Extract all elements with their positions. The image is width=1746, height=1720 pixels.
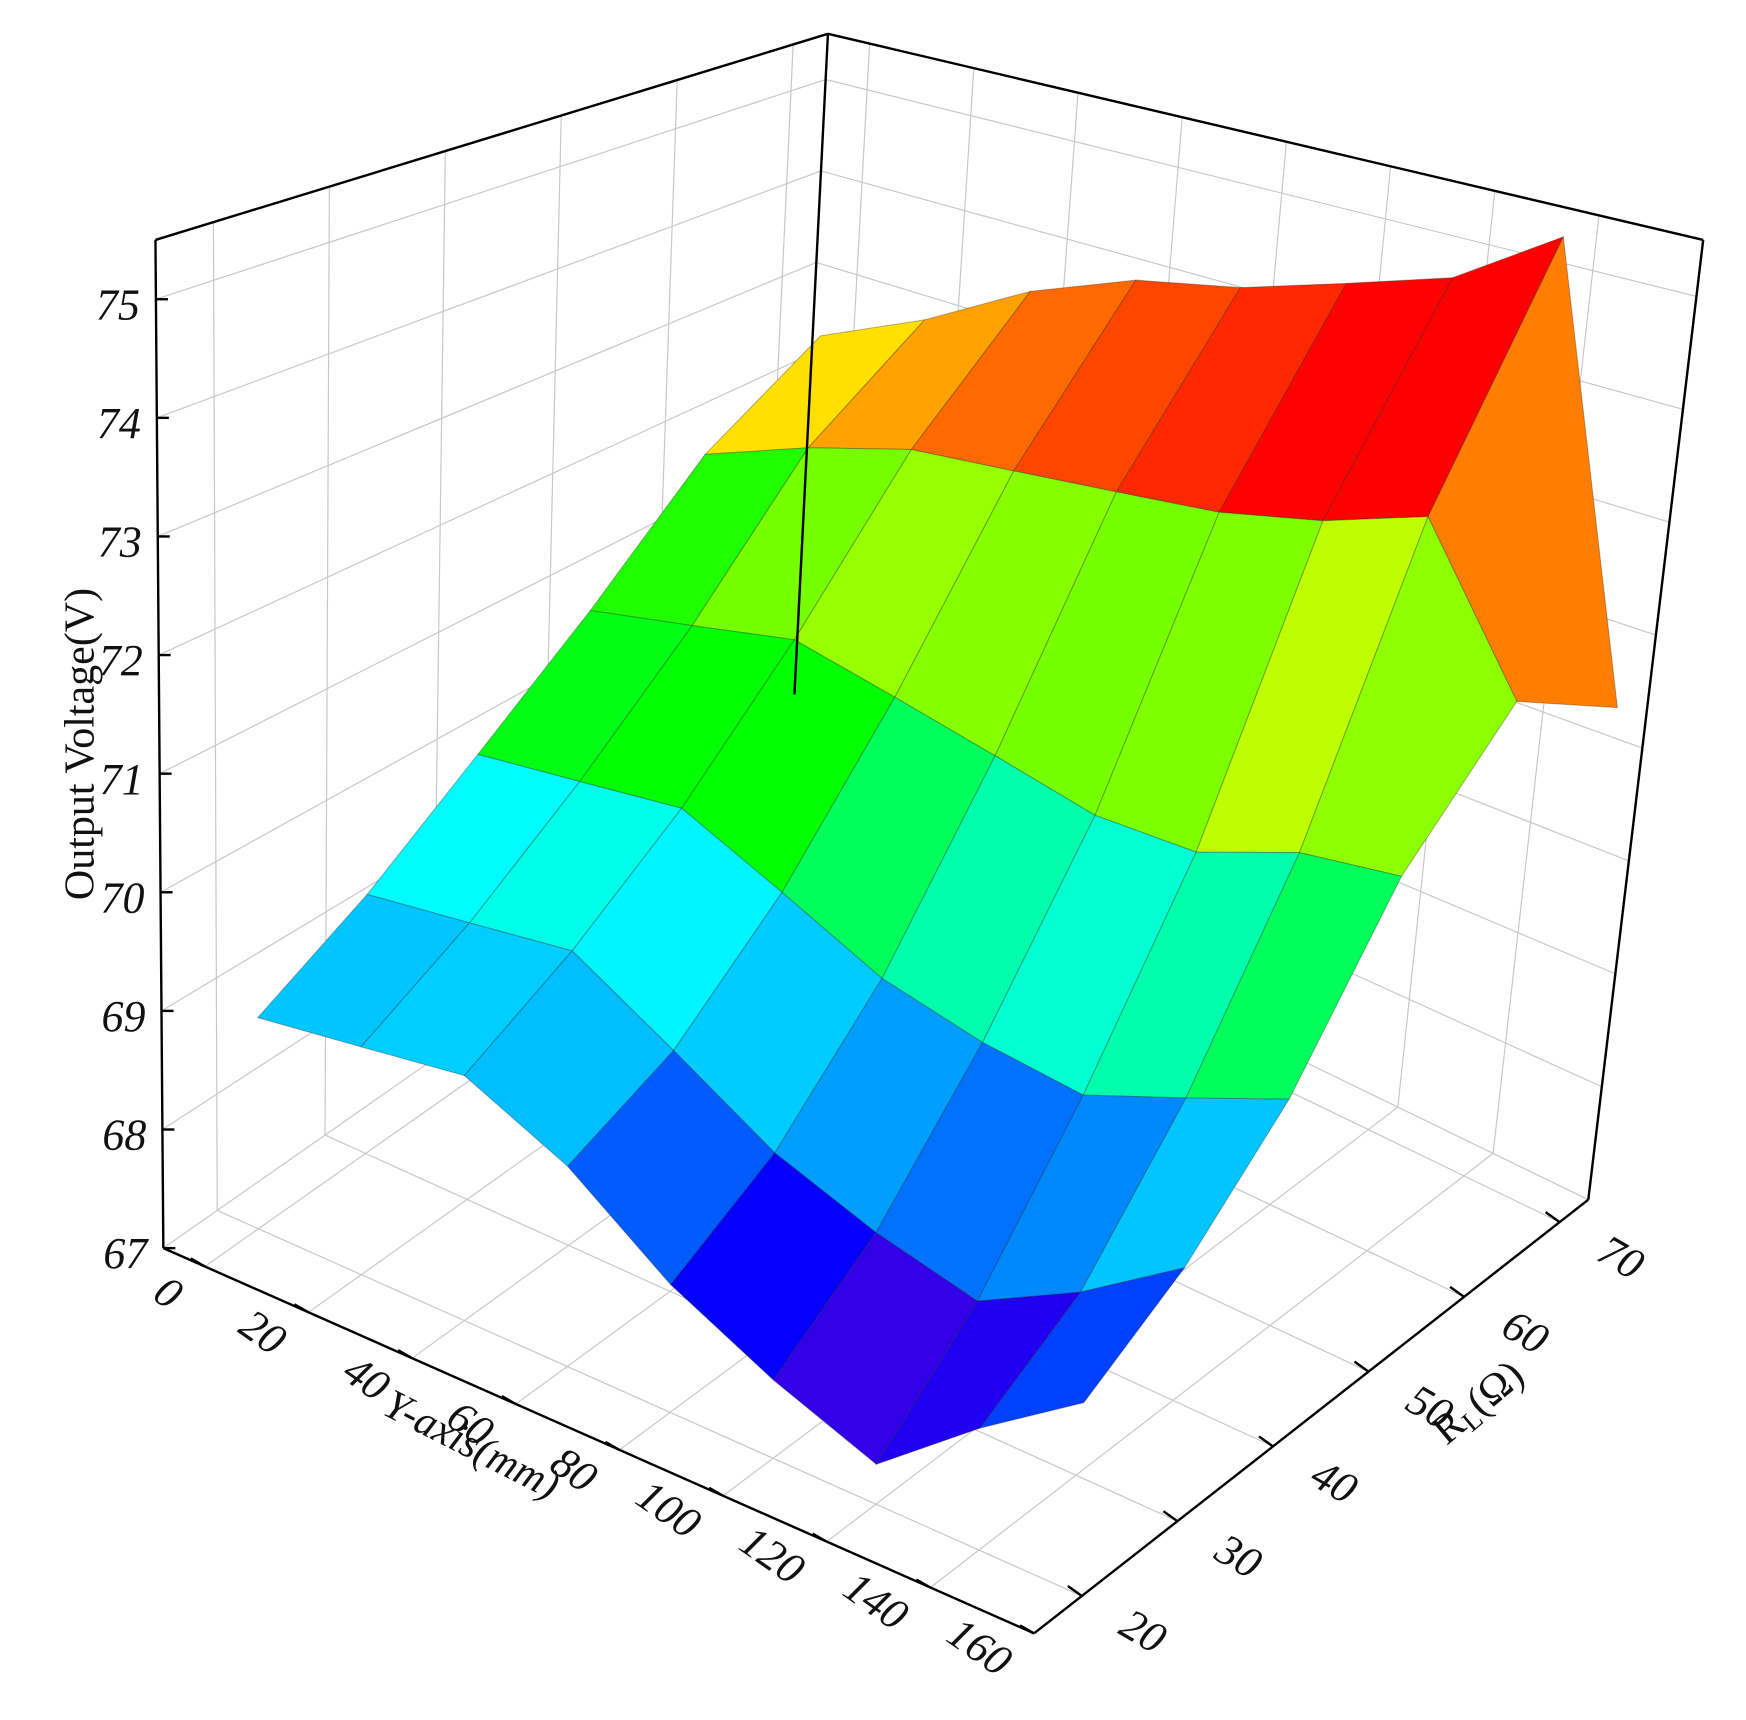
grid-line [155, 78, 826, 300]
grid-line [156, 170, 822, 419]
r-tick [1353, 1360, 1370, 1373]
axis-edge [154, 239, 165, 1249]
axis-edge [1033, 1198, 1590, 1635]
y-tick-label: 0 [145, 1266, 191, 1319]
y-tick [708, 1486, 724, 1497]
z-tick-label: 73 [98, 518, 142, 567]
grid-line [212, 222, 218, 1211]
r-tick-label: 20 [1112, 1599, 1175, 1663]
y-tick [604, 1440, 621, 1451]
r-tick [1258, 1435, 1274, 1448]
z-tick-label: 70 [101, 873, 145, 922]
grid-line [930, 1152, 1494, 1588]
r-tick-label: 30 [1207, 1524, 1270, 1589]
r-tick [1544, 1211, 1561, 1224]
axis-edge [155, 32, 829, 242]
grid-line [216, 1209, 1083, 1597]
y-tick-label: 120 [731, 1516, 813, 1594]
r-tick [1449, 1285, 1465, 1298]
y-tick [293, 1303, 310, 1314]
y-tick [915, 1578, 932, 1589]
surface-patch [1079, 1097, 1290, 1293]
frame [154, 32, 1705, 1635]
axis-edge [162, 1247, 1035, 1635]
y-tick [190, 1257, 206, 1268]
y-tick [397, 1349, 413, 1360]
y-tick [1019, 1624, 1035, 1635]
z-tick-label: 68 [102, 1111, 146, 1160]
z-axis-title: Output Voltage(V) [58, 588, 104, 900]
axis-edge [1587, 239, 1705, 1200]
y-tick-label: 160 [938, 1608, 1020, 1686]
r-tick [1162, 1510, 1179, 1523]
z-tick-label: 72 [99, 636, 143, 685]
grid-line [157, 261, 817, 538]
y-tick-label: 20 [231, 1299, 295, 1364]
y-tick [812, 1532, 828, 1543]
surface-patch [1427, 235, 1618, 709]
r-tick-label: 40 [1303, 1449, 1366, 1513]
z-tick-label: 69 [101, 992, 145, 1041]
y-tick-label: 100 [628, 1470, 710, 1548]
y-tick [501, 1394, 517, 1406]
axis-edge [827, 32, 1704, 242]
surface [256, 235, 1618, 1466]
z-tick-label: 71 [100, 755, 144, 804]
r-tick [1067, 1584, 1083, 1597]
axis-edge [793, 33, 830, 695]
surface-patch [978, 1267, 1186, 1429]
z-tick-label: 67 [103, 1229, 149, 1278]
z-tick-label: 74 [97, 399, 141, 448]
y-tick-label: 140 [835, 1562, 917, 1640]
r-tick-label: 70 [1590, 1225, 1653, 1289]
grid-line [158, 353, 812, 656]
z-tick-label: 75 [96, 280, 140, 329]
